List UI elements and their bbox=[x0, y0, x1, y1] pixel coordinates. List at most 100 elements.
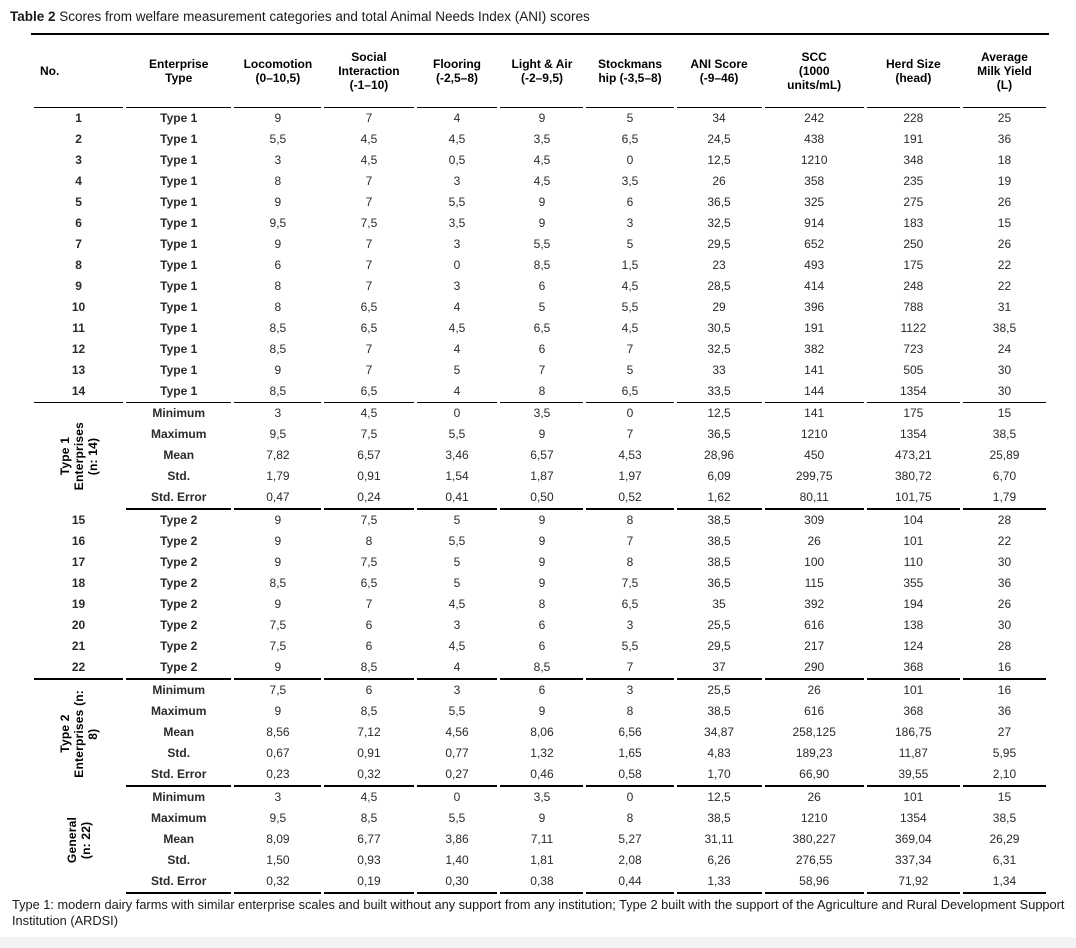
enterprise-type-cell: Type 1 bbox=[160, 258, 198, 272]
enterprise-type-cell: Type 1 bbox=[160, 111, 198, 125]
value-cell: 26 bbox=[997, 597, 1012, 611]
value-cell: 5,5 bbox=[621, 300, 639, 314]
header-row: No. Enterprise Type Locomotion (0–10,5) Soc… bbox=[34, 35, 1046, 108]
farm-row: 1 Type 1 9 7 4 9 5 34 242 228 25 bbox=[34, 108, 1046, 129]
value-cell: 71,92 bbox=[866, 871, 960, 894]
value-cell: 0,27 bbox=[416, 764, 498, 787]
stat-name-cell: Mean bbox=[163, 448, 195, 462]
farm-number-cell: 2 bbox=[75, 132, 82, 146]
value-cell: 0,41 bbox=[416, 487, 498, 510]
value-cell: 5,5 bbox=[448, 195, 466, 209]
value-cell: 396 bbox=[804, 300, 825, 314]
value-cell: 6,5 bbox=[324, 381, 414, 403]
value-cell: 8,5 bbox=[360, 704, 378, 718]
value-cell: 7,5 bbox=[269, 683, 287, 697]
value-cell: 9,5 bbox=[269, 427, 287, 441]
value-cell: 0,46 bbox=[500, 764, 584, 787]
ani-scores-table: No. Enterprise Type Locomotion (0–10,5) Soc… bbox=[31, 33, 1049, 894]
value-cell: 7 bbox=[365, 195, 373, 209]
farm-number-cell: 11 bbox=[72, 321, 85, 335]
value-cell: 6,5 bbox=[360, 576, 378, 590]
stat-row: Mean 8,09 6,77 3,86 7,11 5,27 31,11 380,227 369,… bbox=[34, 829, 1046, 850]
value-cell: 6 bbox=[365, 639, 373, 653]
value-cell: 15 bbox=[997, 406, 1012, 420]
stat-row: Std. 0,67 0,91 0,77 1,32 1,65 4,83 189,23 11,87 5… bbox=[34, 743, 1046, 764]
value-cell: 4,56 bbox=[445, 725, 469, 739]
column-header: Locomotion (0–10,5) bbox=[234, 35, 322, 108]
value-cell: 4,5 bbox=[360, 132, 378, 146]
enterprise-type-cell: Type 2 bbox=[160, 618, 198, 632]
page-bottom-strip bbox=[0, 937, 1076, 948]
farm-number-cell: 20 bbox=[71, 618, 86, 632]
value-cell: 8 bbox=[274, 300, 282, 314]
value-cell: 0 bbox=[626, 406, 634, 420]
value-cell: 3 bbox=[626, 618, 634, 632]
stat-row: General (n: 22) Minimum 3 4,5 0 3,5 0 12,5 26 101… bbox=[34, 787, 1046, 864]
farm-number-cell: 17 bbox=[71, 555, 86, 569]
farm-number-cell: 21 bbox=[71, 639, 86, 653]
stat-row: Std. Error 0,32 0,19 0,30 0,38 0,44 1,33 58,96 7… bbox=[34, 871, 1046, 894]
value-cell: 9 bbox=[274, 704, 282, 718]
value-cell: 3 bbox=[453, 174, 461, 188]
value-cell: 36,5 bbox=[707, 195, 731, 209]
value-cell: 4,5 bbox=[621, 279, 639, 293]
enterprise-type-cell: Type 2 bbox=[126, 657, 232, 680]
value-cell: 141 bbox=[804, 406, 825, 420]
value-cell: 25,89 bbox=[989, 448, 1020, 462]
farm-row: 12 Type 1 8,5 7 4 6 7 32,5 382 723 24 bbox=[34, 339, 1046, 360]
value-cell: 138 bbox=[903, 618, 924, 632]
value-cell: 7 bbox=[626, 342, 634, 356]
value-cell: 242 bbox=[804, 111, 825, 125]
value-cell: 3,5 bbox=[533, 790, 551, 804]
value-cell: 0,23 bbox=[234, 764, 322, 787]
value-cell: 1,70 bbox=[676, 764, 762, 787]
value-cell: 7 bbox=[586, 657, 674, 680]
value-cell: 19 bbox=[997, 174, 1012, 188]
enterprise-type-cell: Type 1 bbox=[160, 216, 198, 230]
value-cell: 438 bbox=[804, 132, 825, 146]
value-cell: 124 bbox=[903, 639, 924, 653]
value-cell: 34,87 bbox=[704, 725, 735, 739]
value-cell: 5,5 bbox=[269, 132, 287, 146]
value-cell: 144 bbox=[764, 381, 864, 403]
value-cell: 25,5 bbox=[707, 683, 731, 697]
value-cell: 275 bbox=[903, 195, 924, 209]
farm-number-cell: 10 bbox=[71, 300, 86, 314]
value-cell: 7,82 bbox=[266, 448, 290, 462]
value-cell: 0,32 bbox=[234, 871, 322, 894]
stat-row: Std. 1,79 0,91 1,54 1,87 1,97 6,09 299,75 380,72… bbox=[34, 466, 1046, 487]
value-cell: 1,54 bbox=[445, 469, 469, 483]
value-cell: 9 bbox=[538, 704, 546, 718]
farm-row: 7 Type 1 9 7 3 5,5 5 29,5 652 250 26 bbox=[34, 234, 1046, 255]
value-cell: 26 bbox=[712, 174, 726, 188]
value-cell: 1,32 bbox=[530, 746, 554, 760]
value-cell: 3 bbox=[453, 618, 461, 632]
value-cell: 250 bbox=[903, 237, 924, 251]
column-header: Light & Air (-2–9,5) bbox=[500, 35, 584, 108]
column-header: Social Interaction (-1–10) bbox=[324, 35, 414, 108]
value-cell: 191 bbox=[903, 132, 924, 146]
value-cell: 309 bbox=[804, 513, 825, 527]
value-cell: 7 bbox=[626, 534, 634, 548]
value-cell: 4 bbox=[453, 300, 461, 314]
value-cell: 9 bbox=[234, 657, 322, 680]
value-cell: 9 bbox=[538, 576, 546, 590]
enterprise-type-cell: Type 2 bbox=[160, 639, 198, 653]
value-cell: 450 bbox=[804, 448, 825, 462]
value-cell: 29,5 bbox=[707, 639, 731, 653]
group-label-cell: Type 2 Enterprises (n: 8) bbox=[34, 680, 123, 787]
value-cell: 7,5 bbox=[621, 576, 639, 590]
value-cell: 380,227 bbox=[792, 832, 836, 846]
value-cell: 3 bbox=[453, 683, 461, 697]
value-cell: 5,95 bbox=[992, 746, 1017, 760]
value-cell: 6 bbox=[538, 618, 546, 632]
stat-name-cell: Std. Error bbox=[126, 487, 232, 510]
value-cell: 38,5 bbox=[707, 704, 731, 718]
value-cell: 175 bbox=[903, 406, 924, 420]
table-caption-label: Table 2 bbox=[10, 9, 56, 24]
farm-row: 18 Type 2 8,5 6,5 5 9 7,5 36,5 115 355 36 bbox=[34, 573, 1046, 594]
enterprise-type-cell: Type 1 bbox=[160, 363, 198, 377]
value-cell: 8,5 bbox=[269, 342, 287, 356]
value-cell: 276,55 bbox=[795, 853, 833, 867]
value-cell: 16 bbox=[962, 657, 1046, 680]
